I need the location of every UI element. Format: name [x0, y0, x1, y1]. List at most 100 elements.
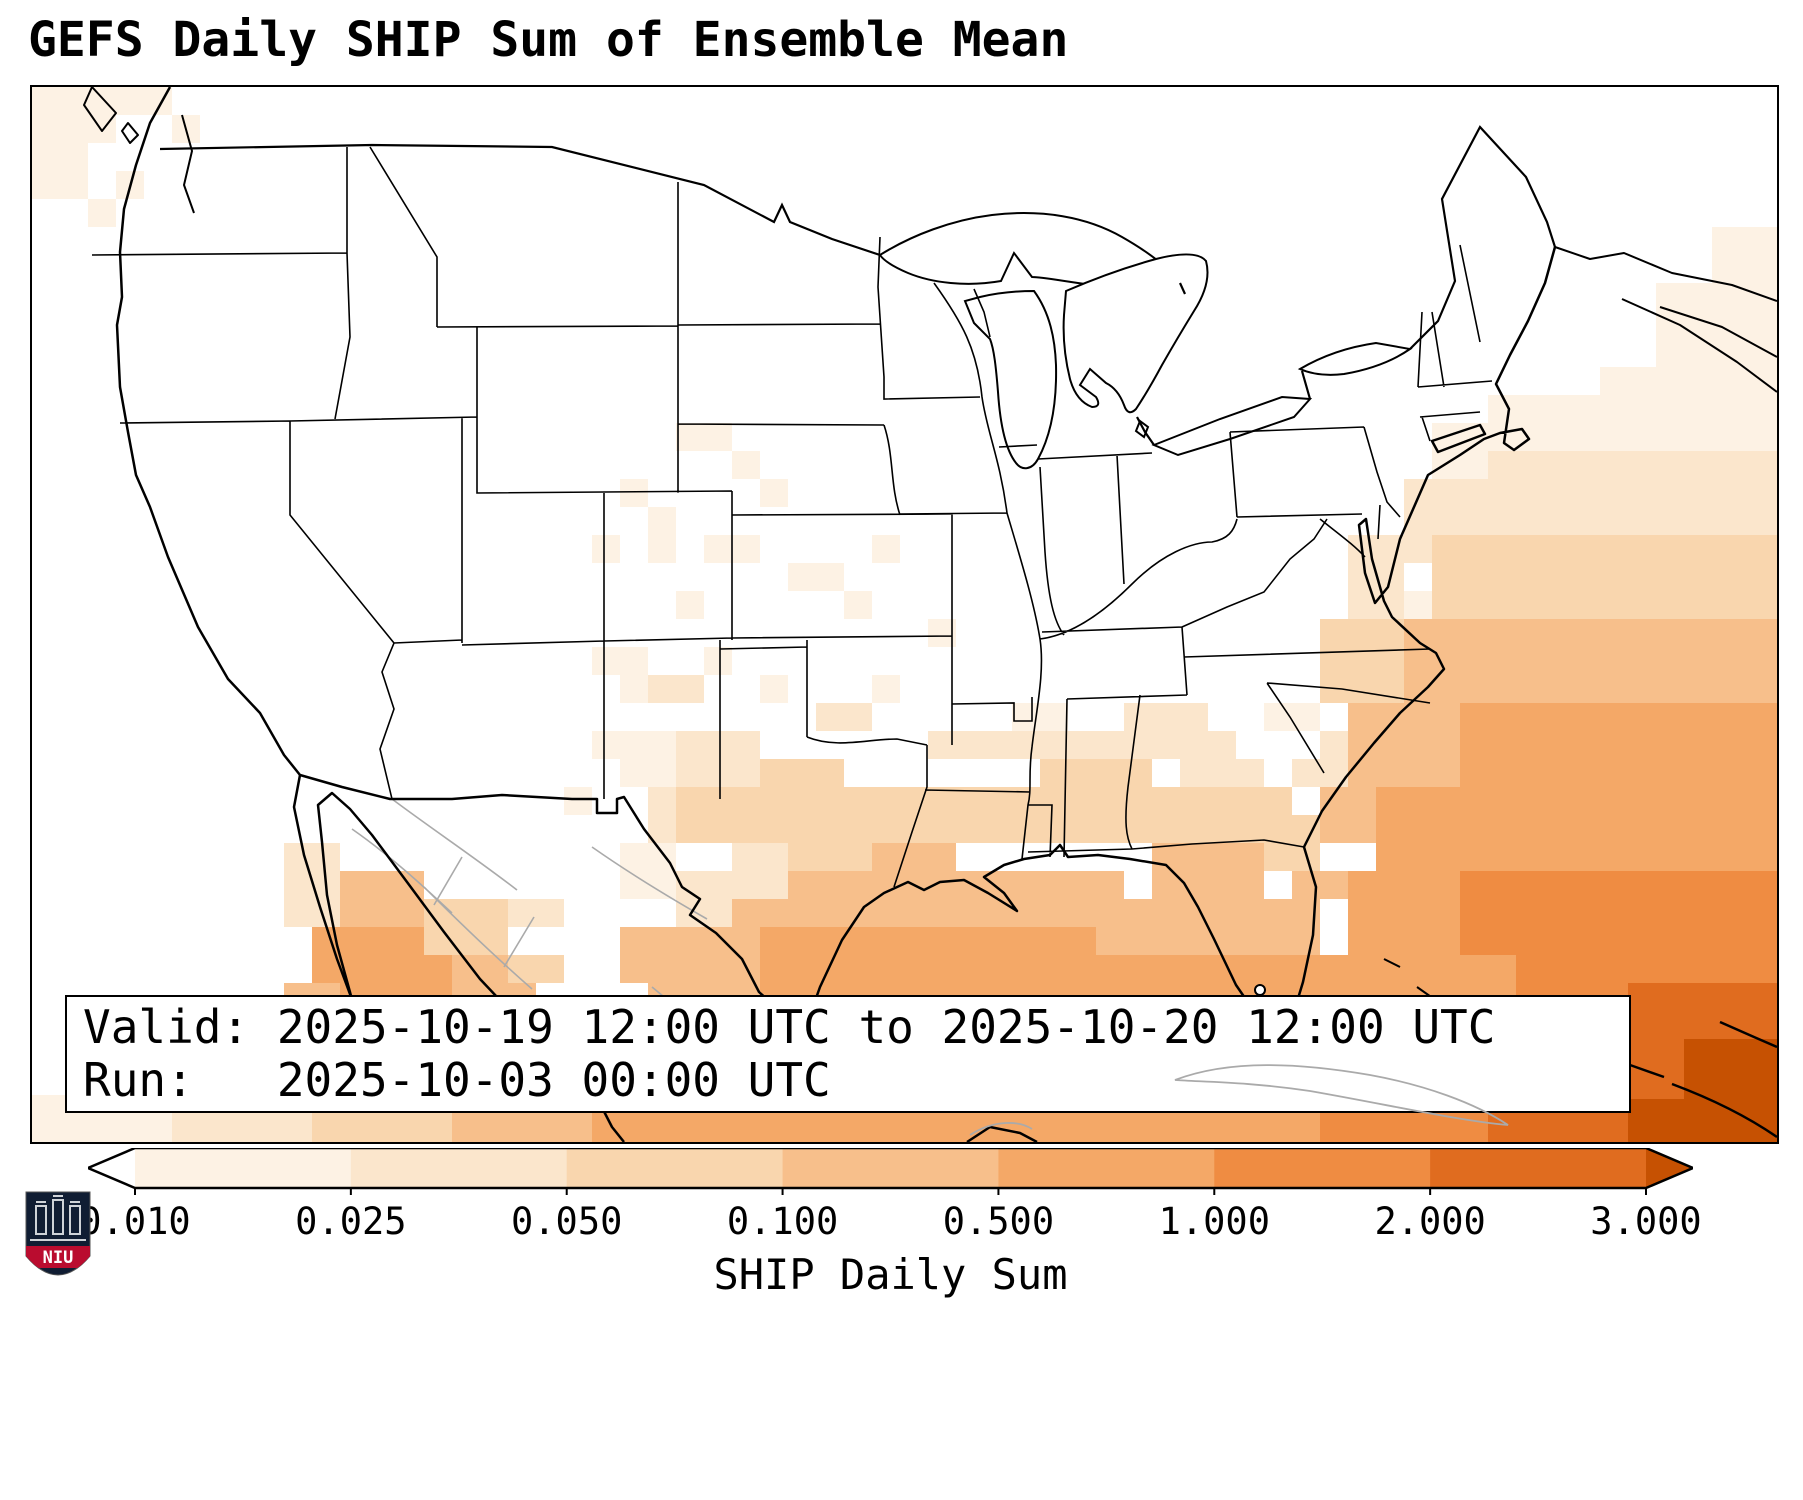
colorbar-axis-label: SHIP Daily Sum: [713, 1250, 1068, 1299]
heatmap-cell: [1152, 843, 1264, 899]
cuba-east-coast: [1629, 1020, 1777, 1139]
heatmap-cell: [508, 955, 564, 983]
heatmap-cell: [1348, 871, 1460, 955]
heatmap-cell: [1292, 871, 1348, 899]
colorbar-tick-label: 0.100: [726, 1200, 839, 1243]
heatmap-cell: [704, 647, 732, 675]
heatmap-cell: [620, 479, 648, 507]
heatmap-cell: [1292, 759, 1348, 787]
heatmap-cell: [956, 787, 1040, 843]
heatmap-cell: [1348, 703, 1460, 787]
heatmap-cell: [788, 563, 844, 591]
state-borders-layer: [91, 146, 1493, 888]
page-title: GEFS Daily SHIP Sum of Ensemble Mean: [28, 12, 1069, 68]
heatmap-cell: [1572, 451, 1777, 535]
conus-map: [30, 85, 1779, 1144]
heatmap-cell: [1012, 703, 1068, 731]
us-canada-border: [159, 125, 1557, 446]
heatmap-cell: [648, 507, 676, 563]
heatmap-cell: [1628, 983, 1777, 1039]
heatmap-cell: [816, 703, 872, 731]
heatmap-cell: [1628, 927, 1777, 983]
valid-time-text: Valid: 2025-10-19 12:00 UTC to 2025-10-2…: [83, 1000, 1496, 1054]
logo-castle-icon: [30, 1195, 86, 1241]
heatmap-cell: [1180, 759, 1264, 787]
logo-text: NIU: [43, 1248, 74, 1268]
heatmap-cell: [732, 899, 788, 927]
colorbar-tick-label: 1.000: [1158, 1200, 1270, 1243]
heatmap-cell: [1600, 367, 1777, 451]
heatmap-cell: [676, 423, 732, 451]
heatmap-cell: [900, 787, 956, 843]
map-svg: [32, 87, 1777, 1142]
conus-coastline: [115, 87, 1557, 1034]
colorbar-segment: [1430, 1148, 1647, 1188]
heatmap-cell: [1656, 283, 1712, 367]
heatmap-cell: [676, 731, 760, 787]
heatmap-cell: [592, 731, 620, 759]
colorbar-svg: [84, 1146, 1697, 1195]
colorbar-tick-label: 0.050: [511, 1200, 623, 1243]
heatmap-cell: [1320, 619, 1404, 703]
heatmap-cell: [676, 871, 732, 927]
niu-logo: NIU: [25, 1191, 91, 1276]
heatmap-cell: [900, 843, 956, 871]
heatmap-cell: [1264, 703, 1320, 731]
heatmap-cell: [1096, 899, 1180, 955]
colorbar-tick-label: 0.025: [295, 1200, 407, 1243]
heatmap-cell: [620, 843, 676, 899]
lake-okeechobee: [1254, 984, 1266, 996]
heatmap-cell: [1264, 843, 1320, 871]
heatmap-cell: [1628, 1099, 1777, 1142]
heatmap-cell: [620, 675, 648, 703]
heatmap-cell: [676, 591, 704, 619]
heatmap-cell: [1152, 731, 1236, 759]
colorbar-tick-label: 0.500: [942, 1200, 1055, 1243]
heatmap-cell: [1684, 1039, 1777, 1099]
heatmap-cell: [928, 731, 984, 759]
heatmap-cell: [1577, 619, 1777, 703]
heatmap-cell: [1124, 787, 1236, 843]
colorbar-segment: [782, 1148, 1000, 1188]
gray-boundaries-layer: [351, 798, 738, 1053]
heatmap-cell: [872, 535, 900, 563]
lake-ontario: [1297, 341, 1413, 376]
colorbar-arrow: [88, 1148, 135, 1188]
heatmap-cell: [32, 87, 116, 143]
national-borders-layer: [159, 125, 1557, 446]
heatmap-cell: [844, 591, 872, 619]
pacific-nw-islands: [83, 87, 195, 214]
long-island: [1430, 423, 1487, 454]
colorbar-tick-label: 0.010: [79, 1200, 191, 1243]
canada-maritime-coast: [1554, 246, 1777, 393]
heatmap-cell: [32, 143, 88, 199]
heatmap-cell: [1180, 899, 1264, 955]
heatmap-cell: [872, 871, 956, 927]
heatmap-cell: [508, 899, 564, 927]
heatmap-cell: [760, 927, 872, 983]
heatmap-cell: [760, 675, 788, 703]
heatmap-cell: [1460, 703, 1605, 787]
lake-michigan: [963, 289, 1058, 470]
colorbar-segment: [135, 1148, 352, 1188]
colorbar-segment: [350, 1148, 568, 1188]
heatmap-cell: [788, 871, 872, 927]
logo-banner: [26, 1246, 90, 1268]
lake-huron: [1062, 253, 1209, 414]
heatmap-cell: [564, 787, 592, 815]
heatmap-cell: [732, 843, 788, 899]
heatmap-cell: [592, 647, 648, 675]
state-borders: [91, 146, 1493, 888]
heatmap-cell: [648, 787, 676, 843]
heatmap-cell: [760, 759, 844, 815]
colorbar-arrow: [1646, 1148, 1693, 1188]
heatmap-cell: [424, 899, 508, 955]
coastline-layer: [83, 87, 1777, 1142]
run-time-text: Run: 2025-10-03 00:00 UTC: [83, 1053, 831, 1107]
heatmap-cell: [592, 535, 620, 563]
heatmap-cell: [1236, 815, 1320, 843]
colorbar-segment: [1214, 1148, 1431, 1188]
colorbar: [84, 1146, 1697, 1196]
heatmap-cell: [872, 927, 984, 983]
heatmap-cell: [844, 787, 900, 843]
